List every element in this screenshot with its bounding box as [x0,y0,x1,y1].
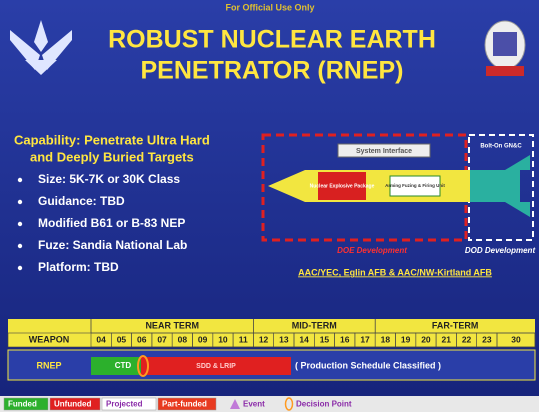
year-label: 17 [360,334,370,344]
row-label: RNEP [36,360,61,370]
bullet-text: Guidance: TBD [38,194,125,208]
year-label: 05 [117,334,127,344]
year-label: 08 [178,334,188,344]
year-label: 07 [157,334,167,344]
year-label: 19 [401,334,411,344]
year-label: 22 [462,334,472,344]
bullet-dot [18,178,22,182]
legend-label: Event [243,400,265,409]
bullet-text: Modified B61 or B-83 NEP [38,216,185,230]
gnc-label: Bolt-On GN&C [480,144,522,150]
year-label: 15 [320,334,330,344]
year-label: 12 [259,334,269,344]
year-label: 14 [299,334,309,344]
doe-label: DOE Development [337,246,407,255]
year-label: 04 [96,334,106,344]
emblem [485,21,525,76]
term-label: FAR-TERM [432,320,479,330]
organizations: AAC/YEC, Eglin AFB & AAC/NW-Kirtland AFB [298,267,492,277]
term-label: MID-TERM [292,320,337,330]
year-label: 20 [421,334,431,344]
bullet-text: Platform: TBD [38,260,119,274]
legend-label: Decision Point [296,400,352,409]
bullet-dot [18,222,22,226]
dod-label: DOD Development [465,246,536,255]
legend-label: Funded [8,400,37,409]
term-label: NEAR TERM [145,320,199,330]
page: For Official Use Only ROBUST NUCLEAR EAR… [0,0,539,412]
sdd-label: SDD & LRIP [196,363,236,370]
weapon-label: WEAPON [29,334,70,344]
fuzing-label: Arming Fuzing & Firing Unit [385,183,445,188]
title: PENETRATOR (RNEP) [141,57,404,85]
year-label: 06 [137,334,147,344]
year-row [8,333,535,347]
year-label: 18 [381,334,391,344]
year-label: 10 [218,334,228,344]
year-label: 16 [340,334,350,344]
marking: For Official Use Only [225,2,314,12]
bullet-dot [18,266,22,270]
schedule-note: ( Production Schedule Classified ) [295,360,441,370]
bullet-text: Size: 5K-7K or 30K Class [38,172,180,186]
year-label: 30 [511,334,521,344]
title: ROBUST NUCLEAR EARTH [108,26,436,54]
year-label: 23 [482,334,492,344]
bullet-dot [18,200,22,204]
year-label: 09 [198,334,208,344]
legend-label: Unfunded [54,400,91,409]
legend-label: Projected [106,400,143,409]
legend-label: Part-funded [162,400,207,409]
capability-heading: and Deeply Buried Targets [30,149,194,164]
bullet-dot [18,244,22,248]
slide: For Official Use Only ROBUST NUCLEAR EAR… [0,0,539,412]
year-label: 11 [239,334,248,344]
gnc-section [470,170,520,202]
schedule: WEAPON NEAR TERM MID-TERM FAR-TERM 04 05 06 07 0… [8,319,535,380]
year-label: 13 [279,334,289,344]
nep-label: Nuclear Explosive Package [310,183,375,189]
capability-heading: Capability: Penetrate Ultra Hard [14,132,210,147]
interface-label: System Interface [356,148,412,155]
bullet-text: Fuze: Sandia National Lab [38,238,187,252]
ctd-label: CTD [115,361,132,370]
year-label: 21 [442,334,452,344]
